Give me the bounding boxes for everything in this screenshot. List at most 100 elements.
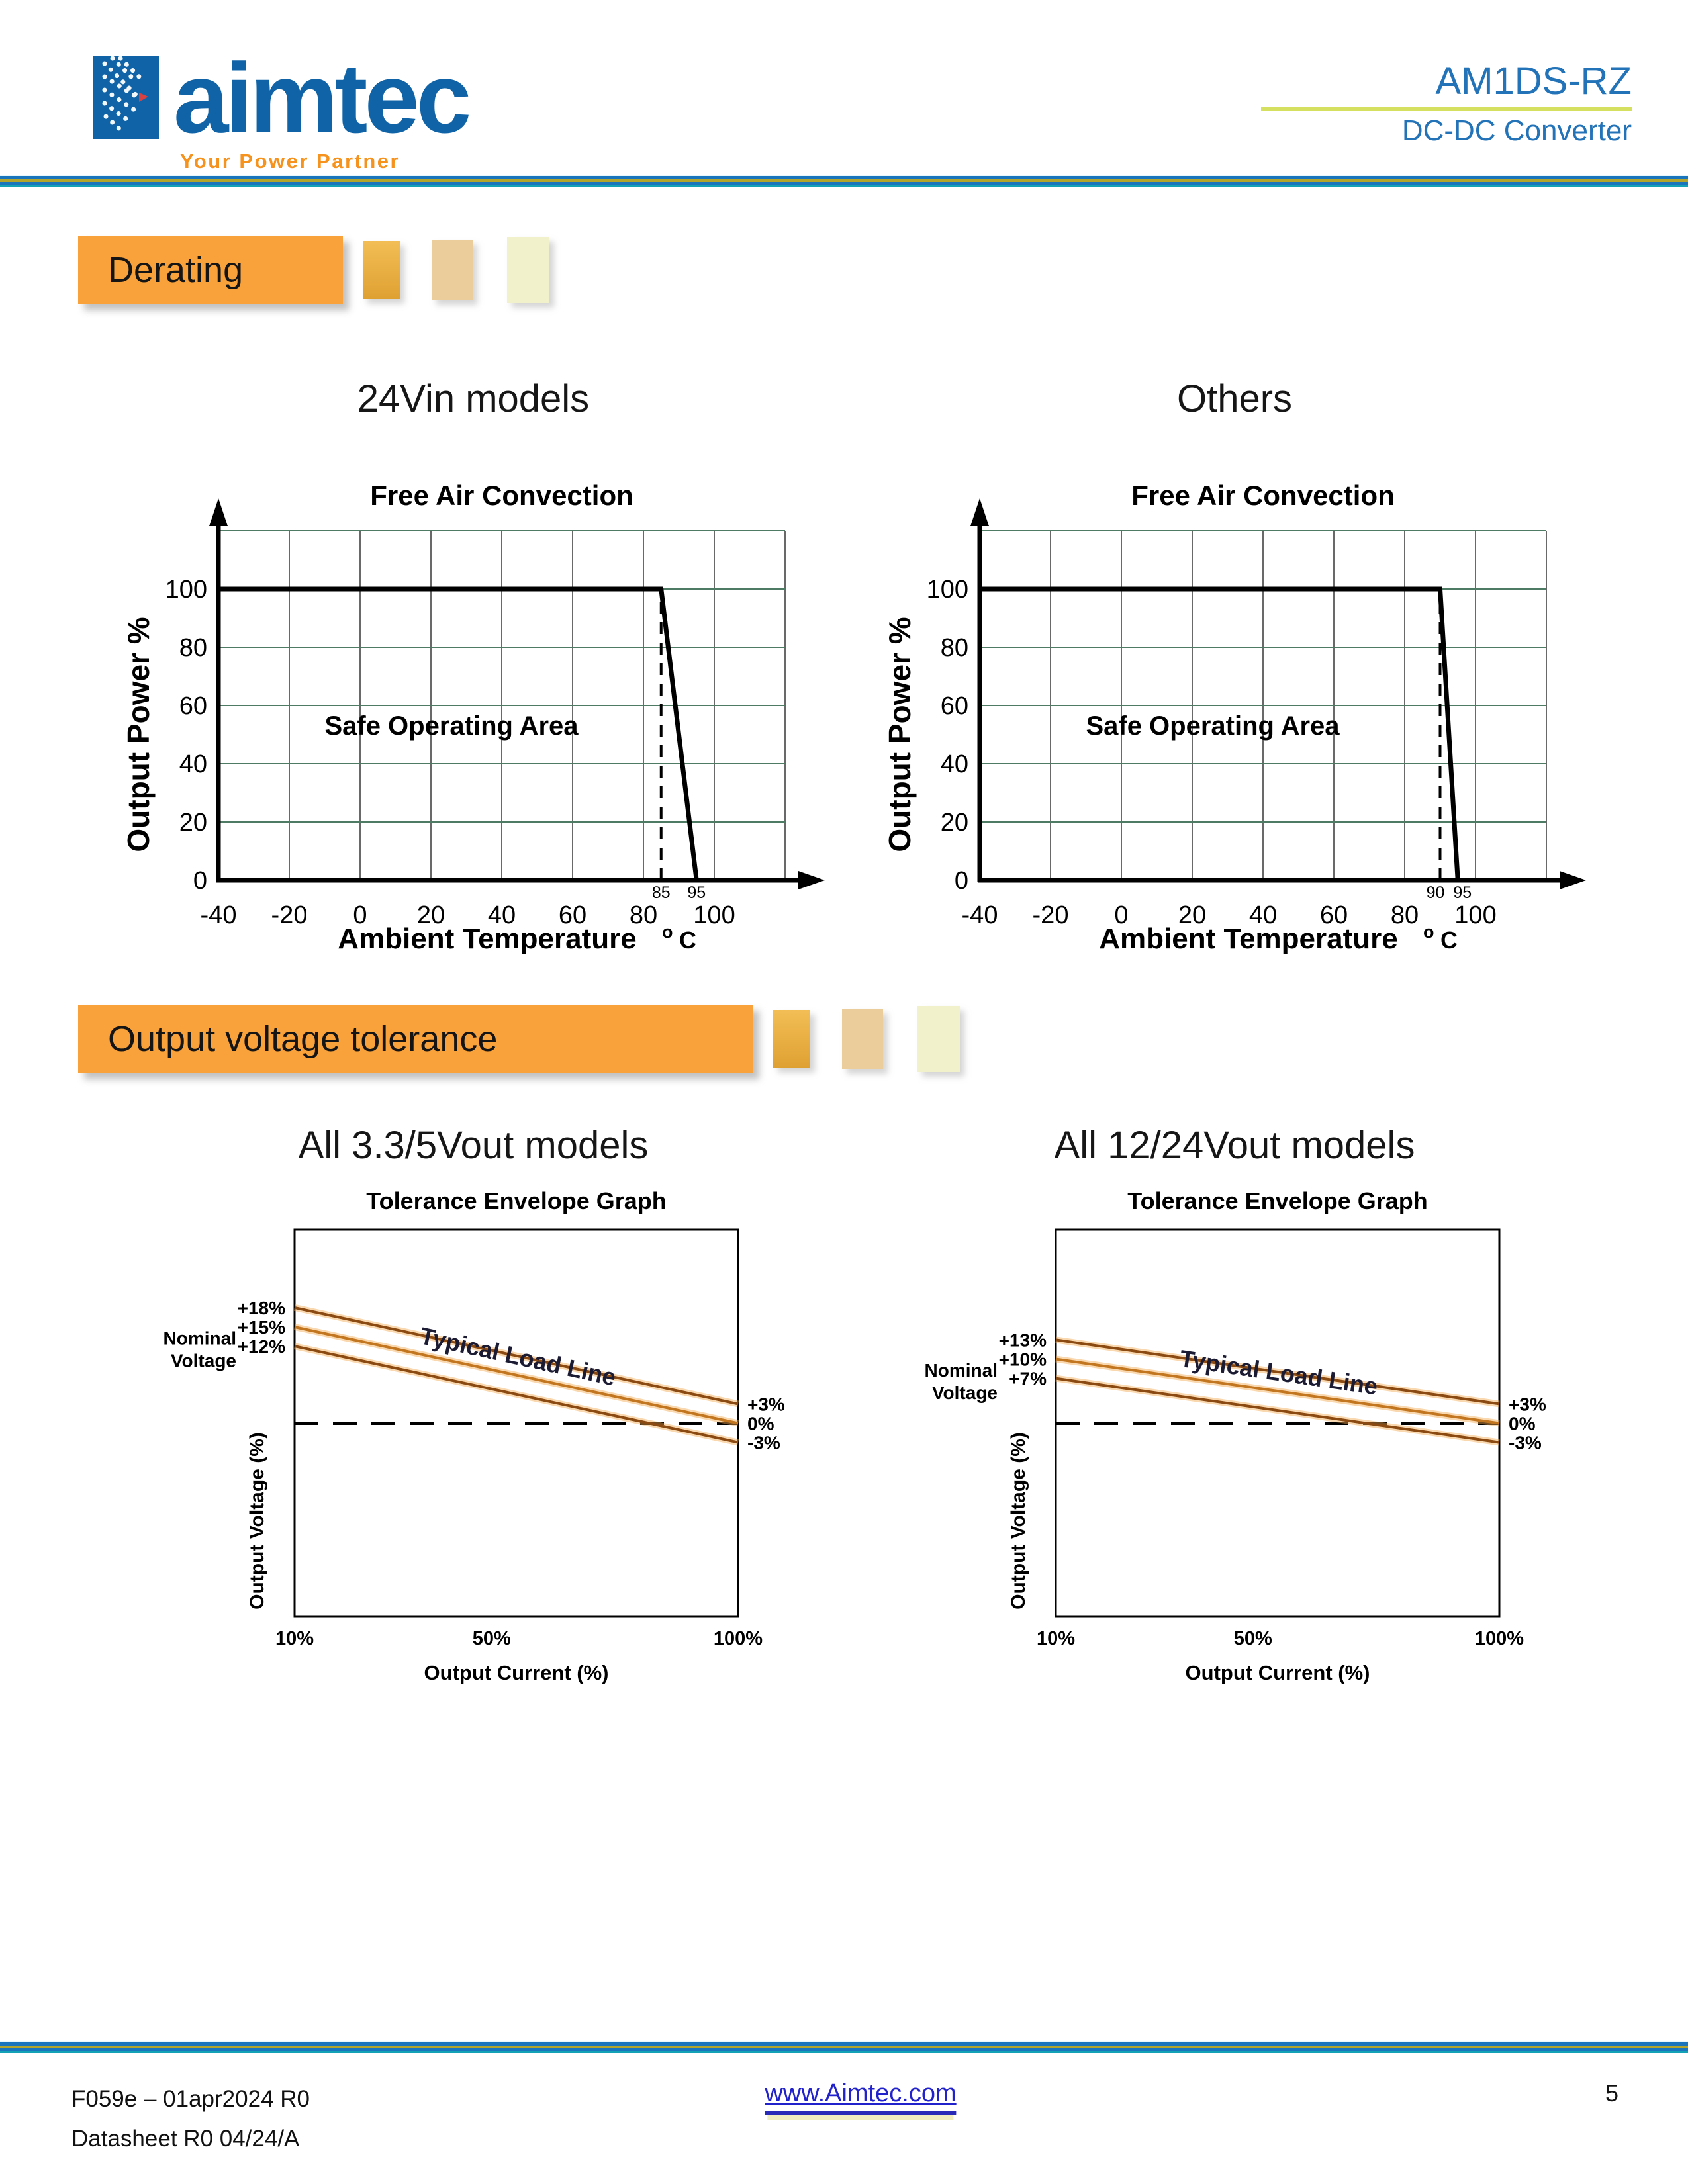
svg-text:80: 80 <box>630 901 657 929</box>
svg-text:10%: 10% <box>275 1628 314 1649</box>
svg-text:50%: 50% <box>1234 1628 1272 1649</box>
svg-text:C: C <box>1440 927 1458 954</box>
svg-text:40: 40 <box>488 901 516 929</box>
svg-text:+3%: +3% <box>1509 1394 1546 1414</box>
svg-text:Safe Operating Area: Safe Operating Area <box>324 711 579 741</box>
svg-text:-40: -40 <box>201 901 237 929</box>
derating-chart-others: Others Free Air Convection Safe Operating… <box>874 371 1595 1003</box>
svg-text:95: 95 <box>687 884 706 902</box>
svg-text:+10%: +10% <box>999 1349 1047 1370</box>
upper-tolerance-limit <box>1055 1338 1500 1406</box>
svg-text:60: 60 <box>179 692 207 720</box>
svg-text:20: 20 <box>941 809 968 837</box>
footer-divider <box>0 2041 1688 2053</box>
chart-title: All 12/24Vout models <box>1054 1124 1415 1167</box>
tolerance-chart-3v3-5v: All 3.3/5Vout models Tolerance Envelope … <box>113 1117 834 1709</box>
tolerance-plot-3v3-5v: Tolerance Envelope Graph +18%+15%+12% +3%0… <box>164 1187 785 1684</box>
accent-box <box>363 241 400 299</box>
lower-tolerance-limit <box>1055 1377 1500 1444</box>
svg-text:+12%: +12% <box>238 1336 285 1357</box>
page-number: 5 <box>1605 2079 1619 2107</box>
svg-text:100: 100 <box>927 576 968 604</box>
product-name: AM1DS-RZ <box>1435 60 1632 103</box>
aimtec-logo: aimtec Your Power Partner <box>93 42 471 173</box>
svg-text:100: 100 <box>693 901 735 929</box>
chart-title: Others <box>1176 377 1293 420</box>
svg-text:100%: 100% <box>714 1628 763 1649</box>
footer-doc-info: F059e – 01apr2024 R0 Datasheet R0 04/24/… <box>71 2079 310 2159</box>
svg-text:C: C <box>679 927 696 954</box>
svg-text:Output Current (%): Output Current (%) <box>1186 1661 1370 1684</box>
svg-text:-40: -40 <box>962 901 998 929</box>
svg-text:95: 95 <box>1453 884 1472 902</box>
svg-text:0: 0 <box>193 867 207 895</box>
svg-text:80: 80 <box>941 634 968 662</box>
svg-text:Tolerance Envelope Graph: Tolerance Envelope Graph <box>366 1187 666 1214</box>
accent-box <box>773 1010 810 1068</box>
lower-tolerance-limit <box>294 1345 739 1444</box>
footer-datasheet-rev: Datasheet R0 04/24/A <box>71 2126 300 2152</box>
section-title: Derating <box>78 236 343 304</box>
svg-text:0: 0 <box>353 901 367 929</box>
svg-text:85: 85 <box>652 884 671 902</box>
svg-text:-3%: -3% <box>1509 1433 1542 1453</box>
svg-text:20: 20 <box>417 901 445 929</box>
svg-text:Output Voltage (%): Output Voltage (%) <box>246 1432 268 1610</box>
svg-text:60: 60 <box>941 692 968 720</box>
svg-text:+15%: +15% <box>238 1317 285 1338</box>
svg-text:100: 100 <box>1454 901 1496 929</box>
svg-text:0: 0 <box>955 867 968 895</box>
svg-text:10%: 10% <box>1037 1628 1075 1649</box>
output-power-limit <box>980 586 1460 881</box>
svg-text:+18%: +18% <box>238 1298 285 1318</box>
svg-text:20: 20 <box>179 809 207 837</box>
svg-text:o: o <box>1423 922 1434 942</box>
svg-text:40: 40 <box>941 751 968 778</box>
svg-text:Free Air Convection: Free Air Convection <box>1131 480 1395 511</box>
svg-text:Free Air Convection: Free Air Convection <box>370 480 633 511</box>
product-rule <box>1261 107 1632 111</box>
svg-text:Nominal: Nominal <box>925 1360 998 1381</box>
typical-load-line <box>294 1326 739 1425</box>
svg-text:40: 40 <box>179 751 207 778</box>
accent-box <box>507 237 549 303</box>
svg-text:Output Power %: Output Power % <box>121 617 156 852</box>
footer-doc-id: F059e – 01apr2024 R0 <box>71 2086 310 2112</box>
svg-text:0%: 0% <box>747 1414 774 1434</box>
svg-text:50%: 50% <box>473 1628 511 1649</box>
svg-text:90: 90 <box>1427 884 1445 902</box>
svg-text:Voltage: Voltage <box>932 1383 998 1403</box>
svg-text:+3%: +3% <box>747 1394 785 1414</box>
svg-text:100: 100 <box>165 576 207 604</box>
derating-plot-others: Free Air Convection Safe Operating Area 0 2… <box>882 480 1586 955</box>
svg-text:Output Current (%): Output Current (%) <box>424 1661 609 1684</box>
svg-text:60: 60 <box>559 901 586 929</box>
svg-text:Safe Operating Area: Safe Operating Area <box>1086 711 1340 741</box>
svg-text:-20: -20 <box>1033 901 1069 929</box>
typical-load-line <box>1055 1357 1500 1425</box>
section-derating: Derating <box>78 236 549 304</box>
section-title: Output voltage tolerance <box>78 1005 753 1073</box>
svg-text:20: 20 <box>1178 901 1206 929</box>
product-subtitle: DC-DC Converter <box>1401 114 1632 147</box>
svg-text:60: 60 <box>1320 901 1348 929</box>
website-link[interactable]: www.Aimtec.com <box>765 2079 957 2115</box>
svg-text:+7%: +7% <box>1009 1369 1047 1389</box>
brand-wordmark: aimtec <box>173 42 471 154</box>
chart-title: All 3.3/5Vout models <box>298 1124 649 1167</box>
upper-tolerance-limit <box>294 1306 739 1406</box>
svg-text:Output Power %: Output Power % <box>882 617 917 852</box>
header-divider <box>0 175 1688 187</box>
aimtec-logo-icon <box>93 56 159 139</box>
accent-box <box>842 1009 883 1069</box>
derating-plot-24vin: Free Air Convection Safe Operating Area 0 2… <box>121 480 825 955</box>
svg-text:100%: 100% <box>1475 1628 1524 1649</box>
product-header: AM1DS-RZ DC-DC Converter <box>1261 61 1632 148</box>
brand-tagline: Your Power Partner <box>180 150 400 173</box>
svg-text:0%: 0% <box>1509 1414 1536 1434</box>
output-power-limit <box>218 586 699 881</box>
svg-text:+13%: +13% <box>999 1330 1047 1350</box>
accent-box <box>432 240 473 300</box>
svg-text:Tolerance Envelope Graph: Tolerance Envelope Graph <box>1127 1187 1427 1214</box>
